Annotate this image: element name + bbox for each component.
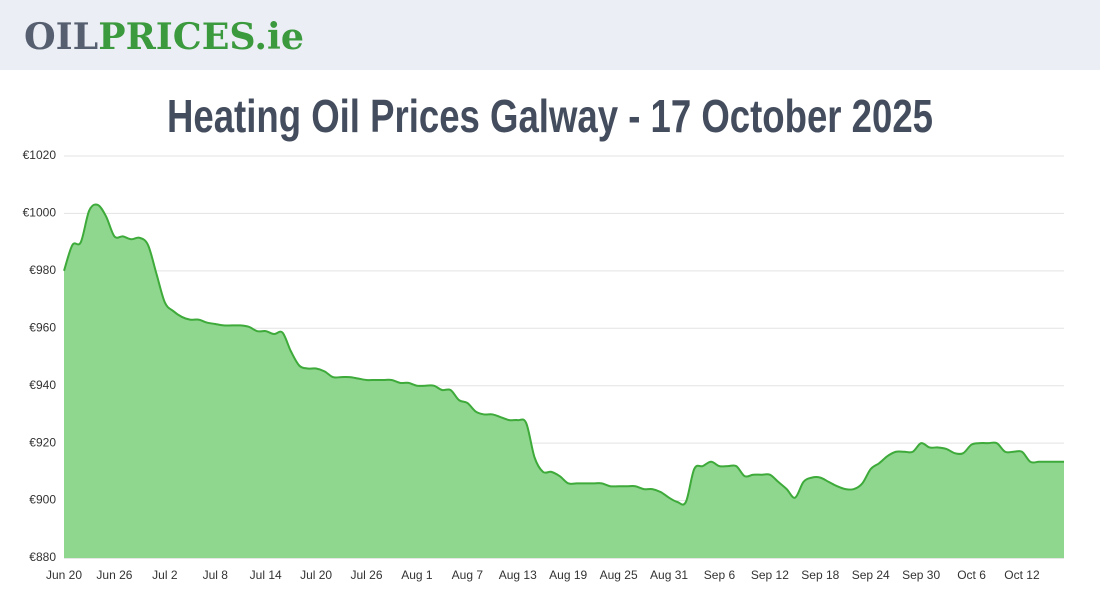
x-tick-label: Jul 20 bbox=[300, 568, 332, 582]
y-tick-label: €1020 bbox=[23, 148, 57, 162]
logo[interactable]: OILPRICES.ie bbox=[24, 16, 304, 58]
y-tick-label: €940 bbox=[29, 378, 56, 392]
x-tick-label: Jul 26 bbox=[351, 568, 383, 582]
x-tick-label: Sep 6 bbox=[704, 568, 736, 582]
x-tick-label: Jul 8 bbox=[203, 568, 229, 582]
x-tick-label: Jul 2 bbox=[152, 568, 178, 582]
x-tick-label: Sep 12 bbox=[751, 568, 789, 582]
y-tick-label: €960 bbox=[29, 320, 56, 334]
x-tick-label: Aug 19 bbox=[549, 568, 587, 582]
x-tick-label: Jun 20 bbox=[46, 568, 82, 582]
chart: €880 €900 €920 €940 €960 €980 €1000 €1020 Jun 20… bbox=[23, 148, 1064, 582]
x-tick-label: Aug 31 bbox=[650, 568, 688, 582]
x-tick-label: Oct 12 bbox=[1004, 568, 1040, 582]
chart-title: Heating Oil Prices Galway - 17 October 2… bbox=[167, 90, 933, 142]
x-tick-label: Sep 18 bbox=[801, 568, 839, 582]
y-tick-label: €920 bbox=[29, 435, 56, 449]
logo-part: PRICES.ie bbox=[98, 16, 304, 58]
y-tick-label: €880 bbox=[29, 550, 56, 564]
y-tick-label: €980 bbox=[29, 263, 56, 277]
x-tick-label: Jul 14 bbox=[250, 568, 282, 582]
x-tick-label: Aug 1 bbox=[401, 568, 433, 582]
x-tick-label: Aug 13 bbox=[499, 568, 537, 582]
line bbox=[63, 203, 1064, 506]
logo-part: OIL bbox=[24, 16, 98, 58]
x-tick-label: Sep 24 bbox=[852, 568, 890, 582]
x-tick-label: Aug 25 bbox=[600, 568, 638, 582]
y-tick-label: €900 bbox=[29, 493, 56, 507]
x-tick-label: Aug 7 bbox=[452, 568, 484, 582]
x-tick-label: Sep 30 bbox=[902, 568, 940, 582]
area bbox=[64, 204, 1064, 558]
x-tick-label: Oct 6 bbox=[957, 568, 986, 582]
x-tick-label: Jun 26 bbox=[96, 568, 132, 582]
y-tick-label: €1000 bbox=[23, 206, 57, 220]
header-bar bbox=[0, 0, 1100, 70]
